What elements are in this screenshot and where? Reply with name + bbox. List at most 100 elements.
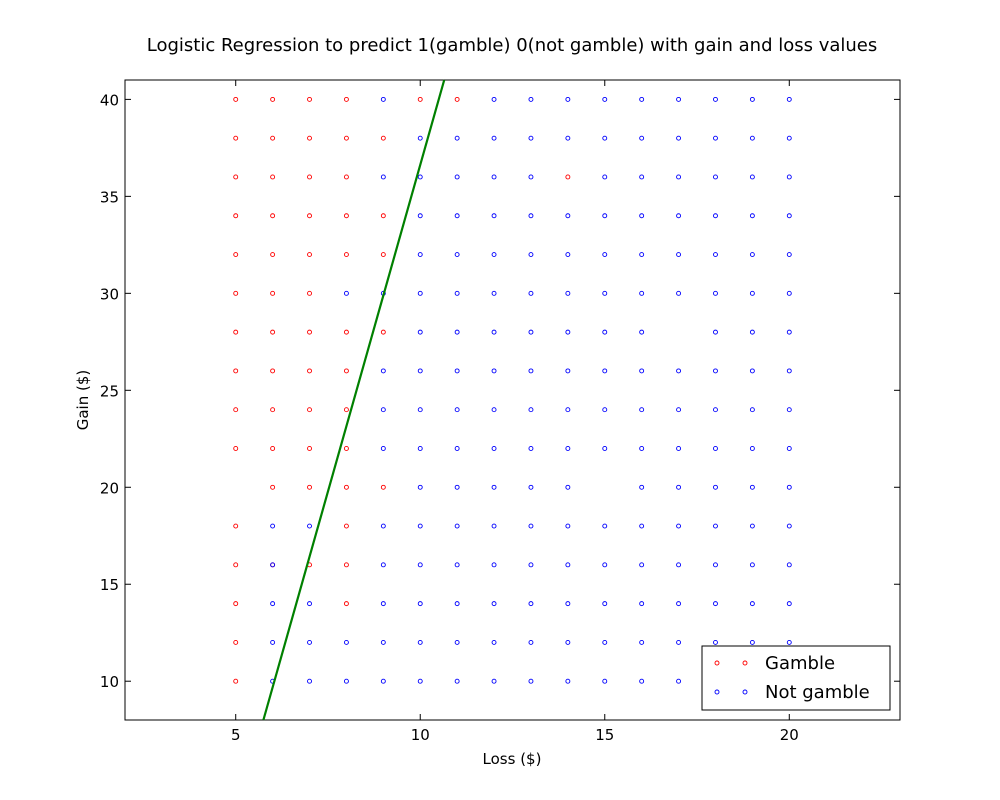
not-gamble-point [676,639,682,645]
not-gamble-point [749,135,755,141]
not-gamble-point [528,252,534,257]
not-gamble-point [713,96,718,102]
not-gamble-point [639,329,645,335]
not-gamble-point [491,446,497,451]
not-gamble-point [491,407,497,413]
not-gamble-point [417,639,423,645]
not-gamble-point [454,290,460,296]
gamble-point [343,96,349,102]
gamble-point [343,484,349,490]
plot-frame [124,79,901,721]
not-gamble-point [380,639,386,645]
not-gamble-point [380,523,386,529]
not-gamble-point [749,639,755,645]
gamble-point [454,96,460,102]
not-gamble-point [713,368,718,374]
not-gamble-point [676,446,682,451]
not-gamble-point [639,678,645,684]
not-gamble-point [602,96,608,102]
not-gamble-point [639,368,645,374]
not-gamble-point [417,407,423,413]
y-tick-label: 20 [100,479,119,497]
not-gamble-point [786,290,792,296]
gamble-point [343,601,349,607]
not-gamble-point [528,290,534,296]
not-gamble-point [270,523,276,529]
not-gamble-point [639,562,645,568]
not-gamble-point [713,484,718,490]
gamble-point [233,523,239,529]
not-gamble-point [380,407,386,413]
scatter-points [233,96,792,684]
gamble-point [343,446,349,451]
y-tick-label: 25 [100,382,119,400]
not-gamble-point [786,601,792,607]
not-gamble-point [528,562,534,568]
not-gamble-point [749,252,755,257]
gamble-point [233,639,239,645]
not-gamble-point [454,639,460,645]
y-tick-label: 30 [100,285,119,303]
not-gamble-point [639,174,645,180]
not-gamble-point [343,639,349,645]
not-gamble-point [676,213,682,219]
not-gamble-point [639,135,645,141]
not-gamble-point [676,523,682,529]
gamble-point [233,368,239,374]
not-gamble-point [528,96,534,102]
not-gamble-point [602,523,608,529]
x-axis-label: Loss ($) [483,750,542,768]
not-gamble-point [491,484,497,490]
not-gamble-point [713,523,718,529]
not-gamble-point [565,135,571,141]
not-gamble-point [713,290,718,296]
not-gamble-point [639,252,645,257]
legend-entries: Gamble Not gamble [714,653,870,703]
not-gamble-point [565,290,571,296]
not-gamble-point [454,252,460,257]
gamble-point [270,213,276,219]
gamble-point [307,252,312,257]
not-gamble-point [417,174,423,180]
not-gamble-point [491,174,497,180]
not-gamble-point [417,601,423,607]
gamble-point [307,368,312,374]
not-gamble-point [639,213,645,219]
not-gamble-point [676,135,682,141]
not-gamble-point [786,407,792,413]
not-gamble-point [786,446,792,451]
not-gamble-point [454,484,460,490]
not-gamble-point [491,523,497,529]
gamble-point [565,174,571,180]
not-gamble-point [713,174,718,180]
not-gamble-point [307,601,312,607]
not-gamble-point [602,135,608,141]
not-gamble-point [565,562,571,568]
not-gamble-point [749,407,755,413]
chart-title: Logistic Regression to predict 1(gamble)… [147,35,878,56]
gamble-point [343,368,349,374]
not-gamble-point [491,368,497,374]
not-gamble-point [528,523,534,529]
gamble-point [233,678,239,684]
gamble-point [233,96,239,102]
not-gamble-point [676,174,682,180]
not-gamble-point [454,562,460,568]
not-gamble-point [639,290,645,296]
not-gamble-point [749,96,755,102]
x-tick-label: 15 [595,726,614,744]
not-gamble-point [786,329,792,335]
not-gamble-point [454,174,460,180]
gamble-point [307,135,312,141]
gamble-point [233,601,239,607]
not-gamble-point [602,213,608,219]
y-tick-label: 40 [100,91,119,109]
gamble-point [307,329,312,335]
not-gamble-point [749,368,755,374]
not-gamble-point [417,252,423,257]
not-gamble-point [602,407,608,413]
not-gamble-point [749,601,755,607]
gamble-point [343,329,349,335]
not-gamble-point [270,639,276,645]
